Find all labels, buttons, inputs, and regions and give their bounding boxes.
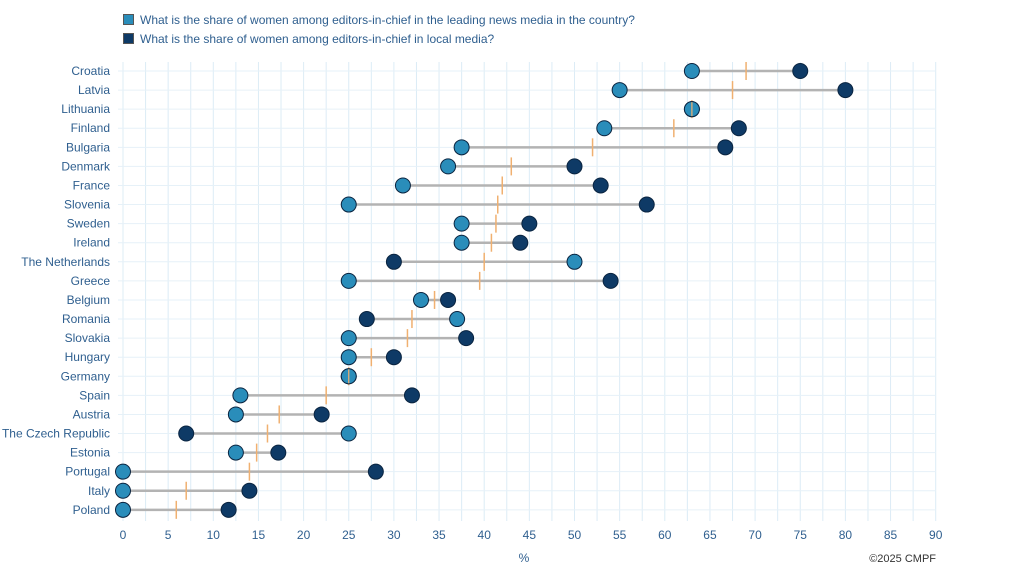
y-category-label: Ireland: [73, 236, 110, 250]
leading-media-dot: [683, 63, 700, 79]
leading-media-dot: [115, 482, 131, 499]
leading-media-dot: [227, 406, 244, 423]
leading-media-dot: [227, 444, 244, 461]
y-category-label: Denmark: [61, 159, 111, 173]
credit-text: ©2025 CMPF: [869, 553, 936, 565]
local-media-dot: [440, 291, 457, 308]
y-category-label: Bulgaria: [66, 140, 110, 154]
leading-media-dot: [232, 387, 249, 404]
leading-media-dot: [340, 349, 357, 366]
leading-media-dot: [566, 253, 583, 270]
y-category-label: Latvia: [78, 83, 110, 97]
leading-media-dot: [412, 291, 429, 308]
leading-media-dot: [340, 272, 357, 289]
x-tick-label: 70: [748, 528, 762, 542]
local-media-dot: [241, 482, 258, 499]
x-tick-label: 45: [523, 528, 537, 542]
leading-media-dot: [115, 463, 131, 480]
local-media-dot: [638, 196, 655, 213]
leading-media-dot: [340, 425, 357, 442]
y-category-label: The Czech Republic: [2, 427, 110, 441]
legend-item-leading: What is the share of women among editors…: [123, 10, 635, 29]
x-tick-label: 90: [929, 528, 943, 542]
local-media-dot: [792, 63, 809, 79]
x-tick-label: 10: [207, 528, 221, 542]
y-category-label: Slovenia: [64, 198, 110, 212]
y-category-label: Romania: [62, 312, 110, 326]
leading-media-dot: [440, 158, 457, 175]
local-media-dot: [592, 177, 609, 194]
y-category-label: Austria: [73, 407, 111, 421]
local-media-dot: [220, 501, 237, 518]
local-media-dot: [313, 406, 330, 423]
y-category-label: Germany: [61, 369, 110, 383]
local-media-dot: [403, 387, 420, 404]
x-tick-label: 65: [703, 528, 717, 542]
local-media-dot: [385, 349, 402, 366]
local-media-dot: [602, 272, 619, 289]
x-tick-label: 0: [120, 528, 127, 542]
legend-swatch-local: [123, 33, 134, 44]
x-tick-label: 50: [568, 528, 582, 542]
local-media-dot: [270, 444, 287, 461]
leading-media-dot: [611, 82, 628, 99]
y-category-label: France: [73, 178, 111, 192]
legend-label-local: What is the share of women among editors…: [140, 31, 495, 46]
leading-media-dot: [453, 234, 470, 251]
local-media-dot: [512, 234, 529, 251]
y-category-label: Estonia: [70, 446, 110, 460]
y-category-label: Greece: [71, 274, 111, 288]
y-category-label: Slovakia: [65, 331, 111, 345]
y-category-label: Portugal: [65, 465, 110, 479]
y-category-label: Croatia: [71, 64, 110, 78]
x-tick-label: 60: [658, 528, 672, 542]
y-category-label: Poland: [73, 503, 110, 517]
local-media-dot: [521, 215, 538, 232]
local-media-dot: [730, 120, 747, 137]
y-category-label: Hungary: [65, 350, 110, 364]
x-tick-label: 5: [165, 528, 172, 542]
x-tick-label: 30: [387, 528, 401, 542]
leading-media-dot: [340, 196, 357, 213]
x-tick-label: 55: [613, 528, 627, 542]
leading-media-dot: [340, 330, 357, 347]
leading-media-dot: [449, 311, 466, 328]
legend: What is the share of women among editors…: [123, 10, 635, 48]
x-tick-label: 75: [794, 528, 808, 542]
leading-media-dot: [453, 215, 470, 232]
y-category-label: The Netherlands: [21, 255, 110, 269]
y-category-label: Lithuania: [61, 102, 110, 116]
legend-label-leading: What is the share of women among editors…: [140, 12, 635, 27]
local-media-dot: [358, 311, 375, 328]
local-media-dot: [385, 253, 402, 270]
y-category-label: Spain: [79, 388, 110, 402]
x-axis-title: %: [519, 551, 530, 565]
local-media-dot: [178, 425, 195, 442]
y-category-label: Italy: [88, 484, 110, 498]
leading-media-dot: [453, 139, 470, 156]
x-tick-label: 35: [432, 528, 446, 542]
leading-media-dot: [596, 120, 613, 137]
legend-swatch-leading: [123, 14, 134, 25]
x-tick-label: 25: [342, 528, 356, 542]
y-category-label: Sweden: [67, 217, 110, 231]
local-media-dot: [458, 330, 475, 347]
legend-item-local: What is the share of women among editors…: [123, 29, 635, 48]
local-media-dot: [566, 158, 583, 175]
local-media-dot: [837, 82, 854, 99]
local-media-dot: [717, 139, 734, 156]
local-media-dot: [367, 463, 384, 480]
x-tick-label: 15: [252, 528, 266, 542]
leading-media-dot: [394, 177, 411, 194]
x-tick-label: 40: [478, 528, 492, 542]
leading-media-dot: [115, 501, 131, 518]
y-category-label: Belgium: [67, 293, 110, 307]
x-tick-label: 85: [884, 528, 898, 542]
y-category-label: Finland: [71, 121, 110, 135]
x-tick-label: 80: [839, 528, 853, 542]
x-tick-label: 20: [297, 528, 311, 542]
